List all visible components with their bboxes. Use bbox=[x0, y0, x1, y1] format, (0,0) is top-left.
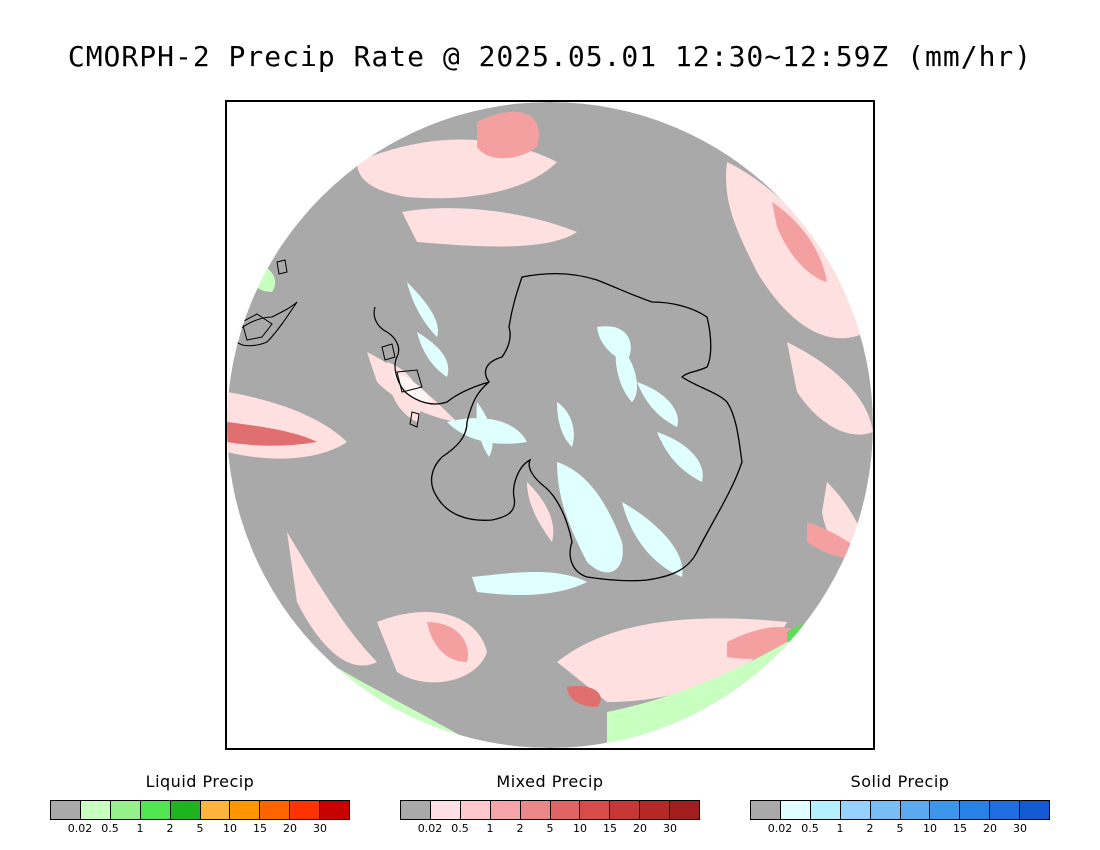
legend-mixed-colorbar bbox=[400, 800, 700, 820]
legend-swatch bbox=[751, 801, 781, 819]
legend-swatch bbox=[670, 801, 700, 819]
legend-tick: 2 bbox=[866, 822, 874, 835]
legend-tick: 5 bbox=[196, 822, 204, 835]
legend-swatch bbox=[230, 801, 261, 819]
legend-swatch bbox=[640, 801, 671, 819]
legend-swatch bbox=[1020, 801, 1050, 819]
legend-swatch bbox=[140, 801, 171, 819]
mixed-precip-areas bbox=[227, 111, 873, 707]
legend-tick: 20 bbox=[983, 822, 997, 835]
legend-liquid-colorbar bbox=[50, 800, 350, 820]
legend-tick: 30 bbox=[313, 822, 327, 835]
legend-swatch bbox=[960, 801, 991, 819]
legend-swatch bbox=[110, 801, 141, 819]
legend-tick: 0.5 bbox=[101, 822, 119, 835]
legend-mixed-ticks: 0.02 0.5 1 2 5 10 15 20 30 bbox=[400, 822, 700, 836]
legend-tick: 30 bbox=[663, 822, 677, 835]
legend-tick: 0.5 bbox=[451, 822, 469, 835]
legend-tick: 10 bbox=[573, 822, 587, 835]
legend-liquid: Liquid Precip 0.02 0.5 1 2 5 10 15 20 30 bbox=[50, 772, 350, 836]
legend-swatch bbox=[550, 801, 581, 819]
legend-swatch bbox=[810, 801, 841, 819]
legend-tick: 0.02 bbox=[767, 822, 793, 835]
tierra-del-fuego-coastline bbox=[241, 259, 288, 341]
legend-tick: 1 bbox=[836, 822, 844, 835]
legend-tick: 5 bbox=[546, 822, 554, 835]
legend-solid-title: Solid Precip bbox=[850, 772, 950, 791]
legend-tick: 20 bbox=[633, 822, 647, 835]
legend-swatch bbox=[580, 801, 611, 819]
legend-tick: 10 bbox=[223, 822, 237, 835]
legend-solid: Solid Precip 0.02 0.5 1 2 5 10 15 20 30 bbox=[750, 772, 1050, 836]
legend-tick: 20 bbox=[283, 822, 297, 835]
legend-tick: 1 bbox=[136, 822, 144, 835]
legend-swatch bbox=[870, 801, 901, 819]
legend-swatch bbox=[290, 801, 321, 819]
legend-swatch bbox=[320, 801, 350, 819]
legend-tick: 15 bbox=[253, 822, 267, 835]
legend-liquid-ticks: 0.02 0.5 1 2 5 10 15 20 30 bbox=[50, 822, 350, 836]
legend-tick: 15 bbox=[953, 822, 967, 835]
legend-tick: 0.02 bbox=[417, 822, 443, 835]
legend-swatch bbox=[930, 801, 961, 819]
legend-solid-colorbar bbox=[750, 800, 1050, 820]
antarctica-coastline bbox=[430, 272, 743, 582]
peninsula-islands bbox=[381, 343, 423, 428]
precip-map bbox=[225, 100, 875, 750]
legend-tick: 0.5 bbox=[801, 822, 819, 835]
legend-swatch bbox=[430, 801, 461, 819]
legend-swatch bbox=[990, 801, 1021, 819]
legend-tick: 2 bbox=[166, 822, 174, 835]
legend-swatch bbox=[900, 801, 931, 819]
legend-swatch bbox=[460, 801, 491, 819]
solid-precip-areas bbox=[407, 282, 703, 595]
legend-mixed-title: Mixed Precip bbox=[496, 772, 604, 791]
polar-map-svg bbox=[227, 102, 873, 748]
legend-swatch bbox=[520, 801, 551, 819]
antarctic-peninsula-coastline bbox=[373, 306, 490, 405]
legend-swatch bbox=[401, 801, 431, 819]
legend-tick: 5 bbox=[896, 822, 904, 835]
legend-swatch bbox=[170, 801, 201, 819]
legend-tick: 10 bbox=[923, 822, 937, 835]
legend-swatch bbox=[80, 801, 111, 819]
legend-solid-ticks: 0.02 0.5 1 2 5 10 15 20 30 bbox=[750, 822, 1050, 836]
legend-liquid-title: Liquid Precip bbox=[145, 772, 255, 791]
chart-title: CMORPH-2 Precip Rate @ 2025.05.01 12:30~… bbox=[67, 40, 1033, 73]
legend-tick: 1 bbox=[486, 822, 494, 835]
legend-swatch bbox=[200, 801, 231, 819]
legend-swatch bbox=[51, 801, 81, 819]
legend-swatch bbox=[260, 801, 291, 819]
legend-swatch bbox=[490, 801, 521, 819]
legend-tick: 30 bbox=[1013, 822, 1027, 835]
legend-swatch bbox=[610, 801, 641, 819]
legend-tick: 0.02 bbox=[67, 822, 93, 835]
ocean-no-precip bbox=[227, 102, 873, 748]
legend-swatch bbox=[780, 801, 811, 819]
legend-tick: 15 bbox=[603, 822, 617, 835]
legend-swatch bbox=[840, 801, 871, 819]
legend-mixed: Mixed Precip 0.02 0.5 1 2 5 10 15 20 30 bbox=[400, 772, 700, 836]
legend-tick: 2 bbox=[516, 822, 524, 835]
